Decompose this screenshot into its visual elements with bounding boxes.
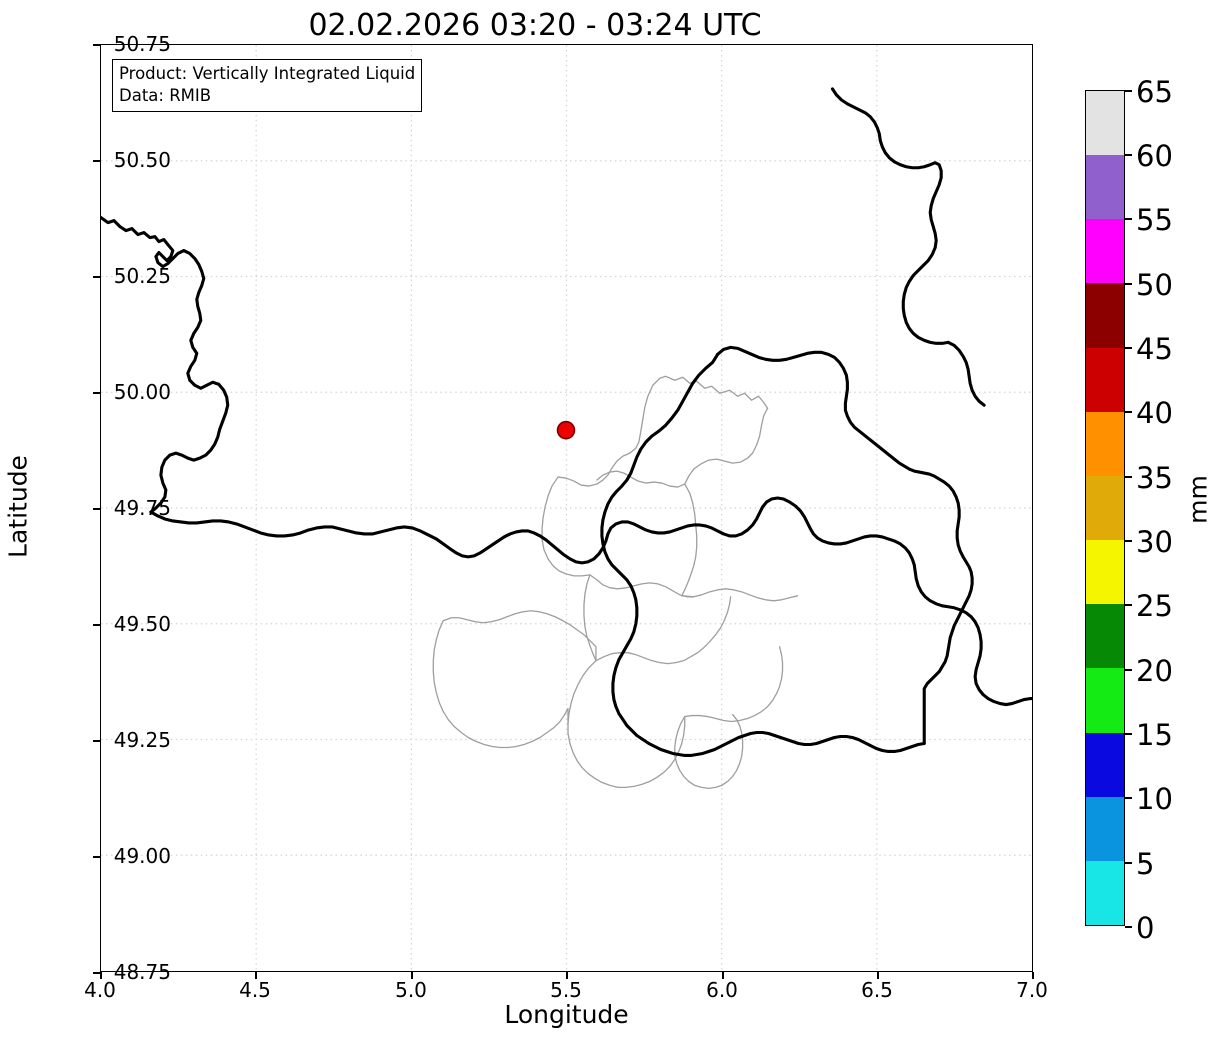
colorbar-tick-mark-35 [1125,476,1132,478]
xtick-mark-6-5 [877,972,879,979]
colorbar-tick-label-15: 15 [1136,718,1173,752]
xtick-label-4-5: 4.5 [239,978,271,1002]
colorbar-band-40-45 [1086,347,1124,412]
colorbar-tick-label-20: 20 [1136,654,1173,688]
colorbar-tick-label-10: 10 [1136,782,1173,816]
colorbar-tick-mark-30 [1125,540,1132,542]
colorbar-tick-mark-50 [1125,283,1132,285]
colorbar-tick-mark-0 [1125,926,1132,928]
colorbar-tick-label-0: 0 [1136,911,1155,945]
colorbar-unit-label: mm [1183,475,1213,524]
colorbar-tick-mark-60 [1125,154,1132,156]
colorbar-tick-mark-20 [1125,669,1132,671]
colorbar-band-5-10 [1086,796,1124,861]
ytick-mark-49-50 [93,624,100,626]
ytick-label-49-50: 49.50 [113,612,171,636]
grid-lines [101,45,1032,971]
ytick-mark-50-00 [93,392,100,394]
colorbar-tick-mark-55 [1125,218,1132,220]
colorbar-tick-label-60: 60 [1136,139,1173,173]
ytick-label-50-25: 50.25 [113,264,171,288]
ytick-label-50-75: 50.75 [113,32,171,56]
colorbar-tick-label-5: 5 [1136,847,1155,881]
colorbar-band-45-50 [1086,283,1124,348]
xtick-mark-4-0 [100,972,102,979]
ytick-label-50-50: 50.50 [113,148,171,172]
colorbar-tick-mark-45 [1125,347,1132,349]
colorbar-band-50-55 [1086,219,1124,284]
xtick-mark-4-5 [255,972,257,979]
info-line-product: Product: Vertically Integrated Liquid [119,64,416,83]
xtick-label-7-0: 7.0 [1016,978,1048,1002]
colorbar-tick-label-40: 40 [1136,396,1173,430]
xtick-label-6-0: 6.0 [706,978,738,1002]
ytick-label-49-00: 49.00 [113,844,171,868]
map-plot-area[interactable]: Product: Vertically Integrated Liquid Da… [100,44,1033,972]
ytick-label-50-00: 50.00 [113,380,171,404]
ytick-label-49-25: 49.25 [113,728,171,752]
colorbar-band-15-20 [1086,668,1124,733]
colorbar-band-55-60 [1086,155,1124,220]
colorbar-tick-label-55: 55 [1136,203,1173,237]
ytick-label-49-75: 49.75 [113,496,171,520]
colorbar-tick-mark-10 [1125,797,1132,799]
colorbar-tick-mark-65 [1125,90,1132,92]
xtick-mark-5-0 [411,972,413,979]
ytick-mark-50-25 [93,276,100,278]
colorbar-tick-mark-5 [1125,862,1132,864]
ytick-mark-49-25 [93,740,100,742]
xtick-label-5-5: 5.5 [550,978,582,1002]
ytick-mark-50-50 [93,160,100,162]
colorbar-band-20-25 [1086,604,1124,669]
colorbar-tick-mark-40 [1125,411,1132,413]
figure-title: 02.02.2026 03:20 - 03:24 UTC [308,8,762,43]
colorbar-tick-mark-15 [1125,733,1132,735]
xtick-label-4-0: 4.0 [84,978,116,1002]
colorbar-tick-mark-25 [1125,604,1132,606]
ytick-mark-49-00 [93,856,100,858]
ytick-mark-50-75 [93,44,100,46]
ytick-label-48-75: 48.75 [113,960,171,984]
product-info-box: Product: Vertically Integrated Liquid Da… [112,59,423,112]
xtick-mark-5-5 [566,972,568,979]
xtick-label-5-0: 5.0 [395,978,427,1002]
colorbar-band-10-15 [1086,732,1124,797]
radar-site-marker[interactable] [556,420,576,440]
colorbar[interactable] [1085,90,1125,926]
colorbar-tick-label-25: 25 [1136,589,1173,623]
x-axis-label: Longitude [504,1000,629,1029]
colorbar-tick-label-65: 65 [1136,75,1173,109]
ytick-mark-49-75 [93,508,100,510]
xtick-mark-7-0 [1032,972,1034,979]
xtick-mark-6-0 [722,972,724,979]
map-canvas [101,45,1032,971]
colorbar-band-0-5 [1086,860,1124,925]
colorbar-tick-label-30: 30 [1136,525,1173,559]
colorbar-band-35-40 [1086,411,1124,476]
colorbar-tick-label-50: 50 [1136,268,1173,302]
xtick-label-6-5: 6.5 [861,978,893,1002]
info-line-data: Data: RMIB [119,85,212,105]
colorbar-tick-label-45: 45 [1136,332,1173,366]
luxembourg-canton-borders [432,375,799,790]
colorbar-tick-label-35: 35 [1136,461,1173,495]
national-borders [101,87,1032,758]
ytick-mark-48-75 [93,972,100,974]
colorbar-band-30-35 [1086,475,1124,541]
y-axis-label: Latitude [3,455,33,558]
colorbar-band-25-30 [1086,540,1124,605]
colorbar-band-60-65 [1086,90,1124,156]
